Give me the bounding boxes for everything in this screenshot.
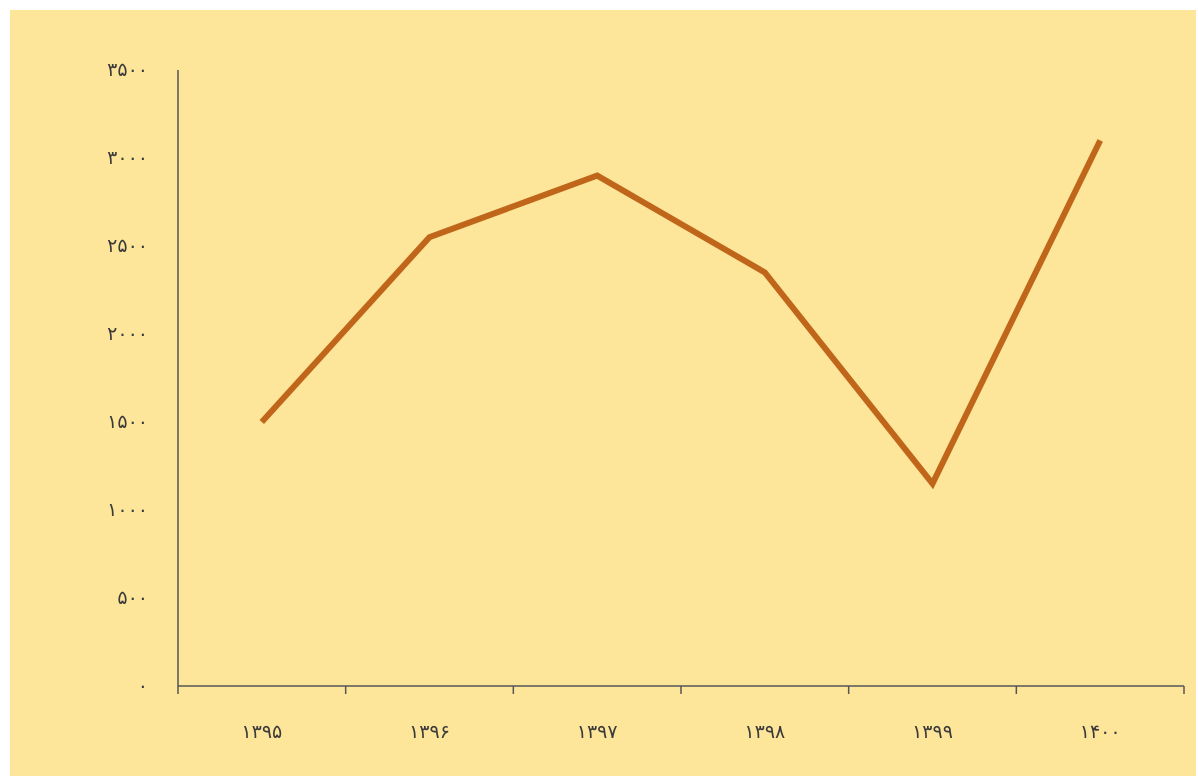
series-group <box>259 139 1103 490</box>
y-axis: ۰ ۵۰۰ ۱۰۰۰ ۱۵۰۰ ۲۰۰۰ ۲۵۰۰ ۳۰۰۰ ۳۵۰۰ <box>107 59 179 697</box>
x-tick-label: ۱۳۹۸ <box>744 721 785 743</box>
y-tick-label: ۳۵۰۰ <box>107 59 148 81</box>
y-tick-label: ۳۰۰۰ <box>107 147 148 169</box>
y-tick-label: ۱۵۰۰ <box>107 411 148 433</box>
y-tick-label: ۵۰۰ <box>117 587 148 609</box>
y-tick-label: ۰ <box>138 675 148 697</box>
x-tick-label: ۱۳۹۶ <box>409 721 450 743</box>
y-tick-label: ۲۰۰۰ <box>107 323 148 345</box>
x-tick-label: ۱۳۹۷ <box>577 721 618 743</box>
x-tick-label: ۱۳۹۹ <box>912 721 953 743</box>
series-line <box>259 139 1103 490</box>
y-tick-label: ۲۵۰۰ <box>107 235 148 257</box>
y-tick-label: ۱۰۰۰ <box>107 499 148 521</box>
x-tick-label: ۱۳۹۵ <box>241 721 282 743</box>
x-tick-label: ۱۴۰۰ <box>1080 721 1121 743</box>
x-axis: ۱۳۹۵ ۱۳۹۶ ۱۳۹۷ ۱۳۹۸ ۱۳۹۹ ۱۴۰۰ <box>177 685 1185 743</box>
chart-panel: ۰ ۵۰۰ ۱۰۰۰ ۱۵۰۰ ۲۰۰۰ ۲۵۰۰ ۳۰۰۰ ۳۵۰۰ ۱۳۹۵ ۱۳۹۶ ۱۳۹… <box>10 10 1196 776</box>
